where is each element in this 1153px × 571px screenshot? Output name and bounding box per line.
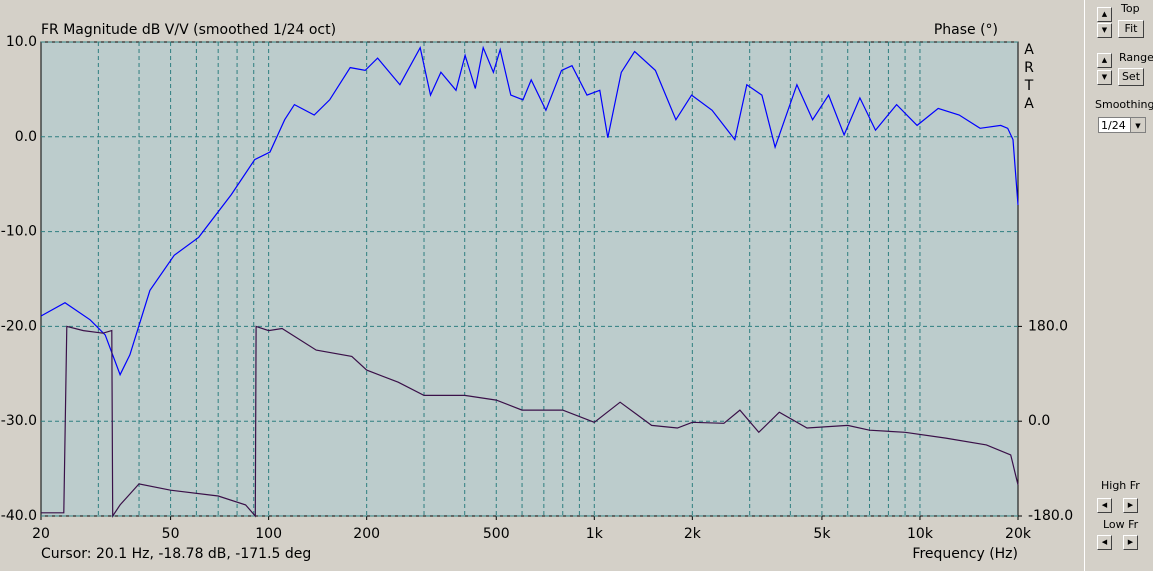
y-tick-label: 10.0	[6, 34, 37, 50]
cursor-readout: Cursor: 20.1 Hz, -18.78 dB, -171.5 deg	[41, 546, 311, 562]
x-axis-title: Frequency (Hz)	[912, 546, 1018, 562]
smoothing-value: 1/24	[1101, 119, 1126, 132]
high-fr-left[interactable]: ◀	[1097, 498, 1112, 513]
y-tick-label: -30.0	[1, 413, 37, 429]
high-fr-label: High Fr	[1101, 479, 1140, 492]
fit-button[interactable]: Fit	[1118, 20, 1144, 38]
y2-axis-title: Phase (°)	[934, 22, 998, 38]
control-panel: ▲ ▼ Top Fit ▲ ▼ Range Set Smoothing 1/24…	[1084, 0, 1153, 571]
y-tick-label: -40.0	[1, 508, 37, 524]
plot-area	[40, 41, 1019, 517]
y2-tick-label: -180.0	[1028, 508, 1073, 524]
smoothing-select[interactable]: 1/24 ▼	[1098, 117, 1146, 133]
set-button[interactable]: Set	[1118, 68, 1144, 86]
chart: FR Magnitude dB V/V (smoothed 1/24 oct) …	[1, 22, 1073, 562]
x-tick-label: 1k	[586, 526, 604, 542]
low-fr-label: Low Fr	[1103, 518, 1139, 531]
x-tick-label: 2k	[684, 526, 702, 542]
x-tick-label: 50	[162, 526, 180, 542]
range-down[interactable]: ▼	[1097, 70, 1112, 85]
smoothing-label: Smoothing	[1095, 98, 1153, 111]
top-label: Top	[1121, 2, 1140, 15]
range-label: Range	[1119, 51, 1153, 64]
y2-tick-label: 0.0	[1028, 413, 1050, 429]
top-down[interactable]: ▼	[1097, 23, 1112, 38]
x-tick-label: 200	[353, 526, 380, 542]
x-tick-label: 100	[255, 526, 282, 542]
x-tick-label: 5k	[813, 526, 831, 542]
y2-tick-label: 180.0	[1028, 318, 1068, 334]
low-fr-left[interactable]: ◀	[1097, 535, 1112, 550]
top-up[interactable]: ▲	[1097, 7, 1112, 22]
x-tick-label: 500	[483, 526, 510, 542]
high-fr-right[interactable]: ▶	[1123, 498, 1138, 513]
phase-line	[41, 325, 1019, 518]
magnitude-line	[40, 45, 1019, 377]
x-tick-label: 20	[32, 526, 50, 542]
y-tick-label: -10.0	[1, 224, 37, 240]
y-tick-label: 0.0	[15, 129, 37, 145]
chart-title: FR Magnitude dB V/V (smoothed 1/24 oct)	[41, 22, 336, 38]
y-tick-label: -20.0	[1, 318, 37, 334]
x-tick-label: 20k	[1005, 526, 1032, 542]
dropdown-arrow[interactable]: ▼	[1130, 118, 1145, 132]
low-fr-right[interactable]: ▶	[1123, 535, 1138, 550]
x-tick-label: 10k	[907, 526, 934, 542]
watermark: ARTA	[1021, 42, 1037, 114]
range-up[interactable]: ▲	[1097, 53, 1112, 68]
